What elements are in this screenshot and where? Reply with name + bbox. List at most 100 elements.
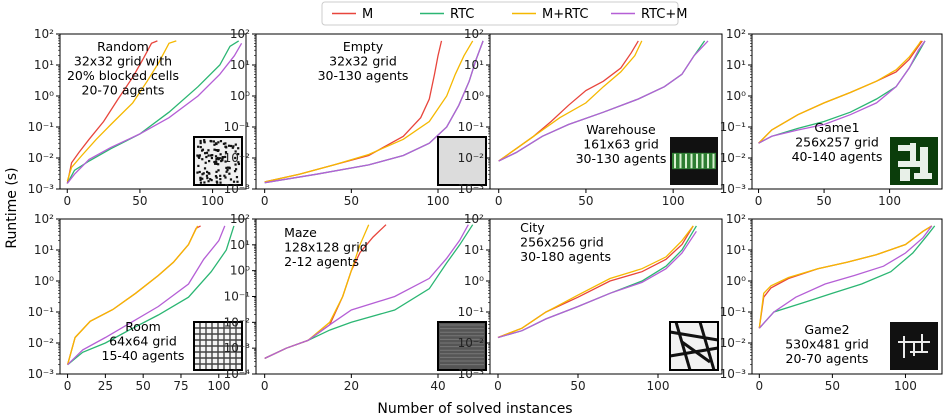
y-tick-label: 10⁻¹ [28, 305, 55, 319]
y-tick-label: 10⁰ [34, 89, 54, 103]
y-tick-label: 10⁻² [28, 151, 55, 165]
y-tick-label: 10⁻⁴ [224, 367, 251, 381]
panel-annotation: 30-180 agents [520, 249, 611, 264]
y-tick-label: 10⁻¹ [720, 305, 747, 319]
y-tick-label: 10² [726, 212, 746, 226]
series-line-rtc [67, 225, 235, 366]
x-tick-label: 50 [816, 194, 831, 208]
series-line-rtc-plus-m [66, 42, 243, 184]
x-tick-label: 75 [173, 379, 188, 393]
panel-annotation: 20% blocked cells [67, 68, 179, 83]
map-thumbnail-room [193, 321, 243, 371]
panel-annotation: 32x32 grid [329, 54, 397, 69]
x-tick-label: 100 [201, 194, 224, 208]
x-tick-label: 100 [894, 379, 917, 393]
panel-annotation: 32x32 grid with [74, 54, 172, 69]
series-line-rtc-plus-m [498, 40, 709, 162]
series-line-m-plus-rtc [66, 40, 177, 182]
panel-annotation: 20-70 agents [786, 351, 869, 366]
map-thumbnail-random [193, 136, 243, 186]
panel-annotation: 20-70 agents [82, 83, 165, 98]
panel-annotation: 30-130 agents [318, 68, 409, 83]
panel-annotation: 2-12 agents [284, 254, 359, 269]
y-tick-label: 10⁻³ [224, 341, 251, 355]
panel-game2: 10⁻³ 10⁻² 10⁻¹ 10⁰ 10¹ 10² 0 50 100 Game2530x481 … [720, 212, 943, 393]
x-tick-label: 0 [755, 379, 763, 393]
y-tick-label: 10⁰ [34, 274, 54, 288]
series-line-m-plus-rtc [758, 40, 922, 144]
panel-annotation: 64x64 grid [109, 334, 177, 349]
x-tick-label: 20 [344, 379, 359, 393]
legend-label: M+RTC [542, 7, 588, 22]
panel-annotation: 128x128 grid [284, 240, 368, 255]
y-tick-label: 10⁻² [458, 336, 485, 350]
y-tick-label: 10⁰ [230, 264, 250, 278]
x-tick-label: 0 [755, 194, 763, 208]
y-tick-label: 10⁻¹ [458, 120, 485, 134]
map-thumbnail-game1 [890, 137, 938, 185]
y-tick-label: 10⁻² [458, 151, 485, 165]
series-line-rtc-plus-m [264, 224, 469, 359]
x-tick-label: 50 [578, 194, 593, 208]
legend-label: M [362, 7, 373, 22]
x-tick-label: 100 [878, 194, 901, 208]
y-tick-label: 10¹ [726, 243, 746, 257]
y-tick-label: 10⁰ [726, 274, 746, 288]
series-line-m-plus-rtc [758, 225, 933, 329]
map-thumbnail-city [669, 321, 719, 371]
panel-annotation: City [520, 220, 545, 235]
legend-box [321, 1, 679, 26]
x-tick-label: 0 [261, 379, 269, 393]
y-tick-label: 10¹ [464, 58, 484, 72]
y-tick-label: 10⁻³ [224, 182, 251, 196]
panel-annotation: 161x63 grid [583, 137, 659, 152]
y-tick-label: 10⁻³ [28, 182, 55, 196]
x-tick-label: 0 [495, 194, 503, 208]
y-tick-label: 10⁻² [720, 336, 747, 350]
panel-game1: 10⁻³ 10⁻² 10⁻¹ 10⁰ 10¹ 10² 0 50 100 Game1256x257 … [720, 27, 943, 208]
y-tick-label: 10² [34, 212, 54, 226]
y-tick-label: 10⁻³ [458, 182, 485, 196]
y-tick-label: 10¹ [726, 58, 746, 72]
panel-annotation: 15-40 agents [102, 348, 185, 363]
y-tick-label: 10⁻³ [720, 182, 747, 196]
panel-annotation: 30-130 agents [576, 151, 667, 166]
series-line-rtc-plus-m [758, 225, 933, 329]
x-tick-label: 0 [261, 194, 269, 208]
y-tick-label: 10⁰ [230, 89, 250, 103]
y-tick-label: 10¹ [230, 238, 250, 252]
series-line-rtc [758, 225, 936, 329]
y-tick-label: 10⁻³ [458, 367, 485, 381]
panel-annotation: Random [97, 39, 149, 54]
series-line-rtc-plus-m [67, 225, 226, 366]
y-tick-label: 10² [464, 27, 484, 41]
y-tick-label: 10⁻² [28, 336, 55, 350]
y-tick-label: 10⁰ [464, 89, 484, 103]
y-tick-label: 10² [726, 27, 746, 41]
panel-warehouse: 10⁻³ 10⁻² 10⁻¹ 10⁰ 10¹ 10² 0 50 100 Warehouse161x… [458, 27, 723, 208]
panel-maze: 10⁻⁴ 10⁻³ 10⁻² 10⁻¹ 10⁰ 10¹ 10² 0 20 40 Maze128x12… [224, 212, 491, 393]
y-tick-label: 10⁻¹ [720, 120, 747, 134]
x-tick-label: 0 [494, 379, 502, 393]
y-tick-label: 10² [464, 212, 484, 226]
y-axis-title: Runtime (s) [4, 167, 20, 248]
y-tick-label: 10¹ [34, 243, 54, 257]
y-tick-label: 10⁻¹ [28, 120, 55, 134]
series-line-rtc-plus-m [264, 40, 484, 184]
x-tick-label: 0 [64, 379, 72, 393]
series-line-rtc [66, 40, 240, 184]
map-thumbnail-game2 [890, 322, 938, 370]
legend: M RTC M+RTC RTC+M [321, 1, 687, 26]
x-tick-label: 40 [430, 379, 445, 393]
panel-annotation: Warehouse [586, 122, 656, 137]
x-tick-label: 100 [427, 194, 450, 208]
legend-label: RTC [450, 7, 474, 22]
y-tick-label: 10⁻¹ [458, 305, 485, 319]
y-tick-label: 10¹ [34, 58, 54, 72]
panel-annotation: Game1 [814, 120, 859, 135]
y-tick-label: 10² [34, 27, 54, 41]
x-tick-label: 100 [662, 194, 685, 208]
